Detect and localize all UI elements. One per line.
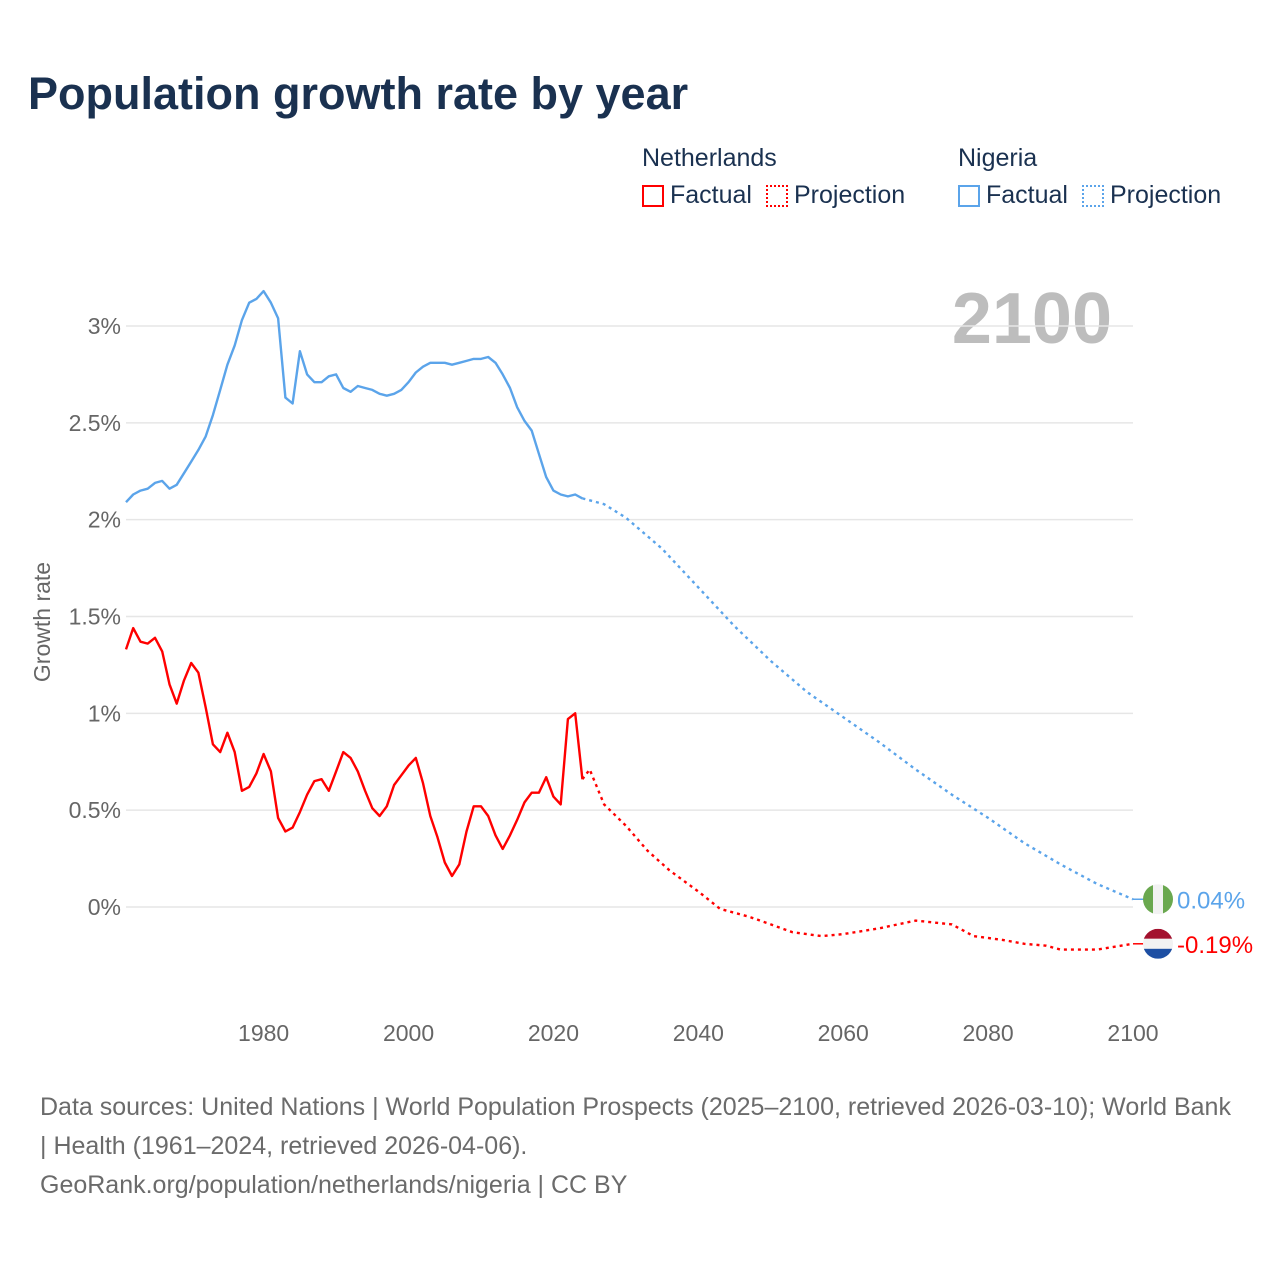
- x-tick-label: 2000: [383, 1020, 434, 1046]
- nigeria-factual-line: [125, 289, 583, 504]
- dotted-swatch-icon: [1081, 184, 1104, 207]
- legend-item-netherlands-projection[interactable]: Projection: [765, 181, 906, 210]
- y-tick-label: 2%: [88, 507, 121, 533]
- nigeria-flag-icon: [1143, 884, 1173, 915]
- y-axis-label: Growth rate: [29, 562, 55, 682]
- x-tick-label: 1980: [238, 1020, 289, 1046]
- legend-label: Factual: [986, 181, 1068, 209]
- credit-link[interactable]: GeoRank.org/population/netherlands/niger…: [40, 1171, 628, 1199]
- y-tick-label: 2.5%: [69, 410, 121, 436]
- dotted-swatch-icon: [765, 184, 788, 207]
- chart-title: Population growth rate by year: [28, 68, 689, 119]
- y-tick-label: 0.5%: [69, 797, 121, 823]
- legend-label: Projection: [1109, 181, 1222, 209]
- legend-group-name: Netherlands: [642, 144, 777, 172]
- legend-nigeria: Nigeria Factual Projection: [958, 144, 1235, 210]
- netherlands-factual-line: [124, 626, 584, 878]
- footer: Data sources: United Nations | World Pop…: [40, 1088, 1240, 1205]
- x-tick-label: 2100: [1107, 1020, 1158, 1046]
- legend-item-nigeria-projection[interactable]: Projection: [1081, 181, 1222, 210]
- y-tick-label: 0%: [88, 894, 121, 920]
- legend-item-nigeria-factual[interactable]: Factual: [958, 181, 1068, 210]
- netherlands-projection-line: [581, 767, 1134, 951]
- y-tick-label: 3%: [88, 313, 121, 339]
- y-tick-label: 1%: [88, 700, 121, 726]
- legend-group-name: Nigeria: [958, 144, 1038, 172]
- data-sources: Data sources: United Nations | World Pop…: [40, 1093, 1231, 1160]
- x-tick-label: 2080: [963, 1020, 1014, 1046]
- current-year-label: 2100: [952, 279, 1112, 359]
- legend-label: Factual: [670, 181, 752, 209]
- legend-netherlands: Netherlands Factual Projection: [642, 144, 919, 210]
- netherlands-end-value-label: -0.19%: [1177, 932, 1253, 959]
- nigeria-end-value-label: 0.04%: [1177, 887, 1245, 914]
- solid-swatch-icon: [958, 184, 980, 207]
- nigeria-projection-line: [582, 497, 1134, 901]
- x-tick-label: 2060: [818, 1020, 869, 1046]
- y-tick-label: 1.5%: [69, 603, 121, 629]
- netherlands-flag-icon: [1143, 928, 1173, 959]
- solid-swatch-icon: [642, 184, 664, 207]
- x-tick-label: 2040: [673, 1020, 724, 1046]
- legend-item-netherlands-factual[interactable]: Factual: [642, 181, 752, 210]
- legend-label: Projection: [793, 181, 906, 209]
- x-tick-label: 2020: [528, 1020, 579, 1046]
